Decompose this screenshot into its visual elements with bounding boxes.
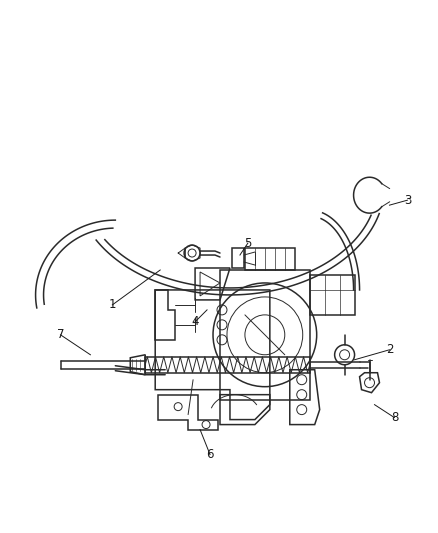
Text: 2: 2: [385, 343, 392, 356]
Text: 4: 4: [191, 316, 198, 328]
Text: 5: 5: [244, 237, 251, 249]
Circle shape: [184, 245, 200, 261]
Text: 6: 6: [206, 448, 213, 461]
Text: 3: 3: [403, 193, 410, 207]
Text: 7: 7: [57, 328, 64, 341]
Text: 1: 1: [108, 298, 116, 311]
Text: 8: 8: [390, 411, 397, 424]
Circle shape: [334, 345, 354, 365]
